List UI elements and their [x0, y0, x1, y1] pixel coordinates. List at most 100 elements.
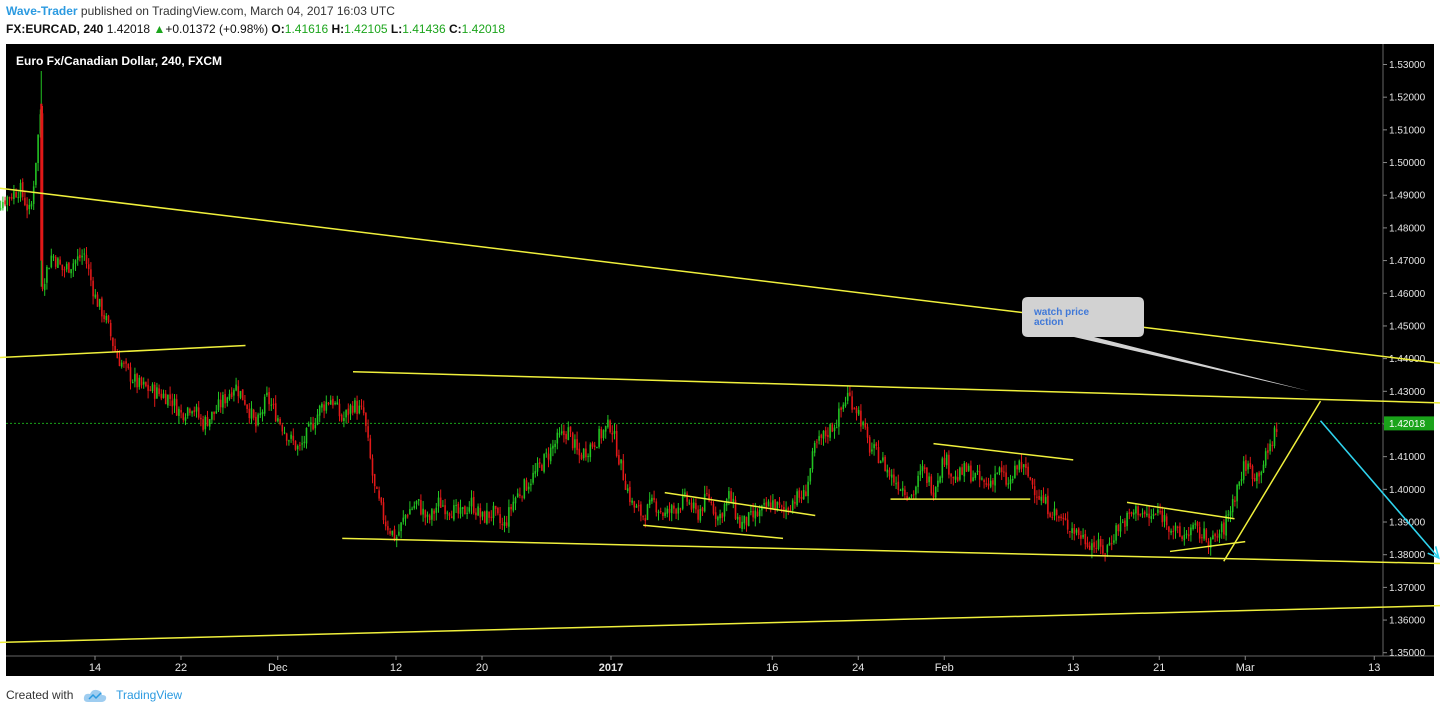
price-axis[interactable]: [1383, 44, 1434, 656]
candle-body: [646, 504, 649, 520]
candle-body: [598, 428, 600, 447]
candle-body: [765, 502, 768, 508]
candle-body: [756, 511, 759, 517]
candle-body: [316, 414, 319, 425]
note-callout[interactable]: watch price action: [1022, 297, 1310, 392]
trendline[interactable]: [0, 600, 1440, 644]
trendline[interactable]: [643, 524, 784, 540]
time-tick-label: 12: [390, 662, 402, 674]
projection-arrows[interactable]: [1319, 74, 1440, 560]
projection-down-line[interactable]: [1319, 420, 1440, 559]
candle-body: [648, 499, 651, 505]
candle-body: [1113, 540, 1115, 543]
trendline[interactable]: [0, 344, 246, 359]
candle-body: [893, 474, 895, 483]
candle-body: [1104, 553, 1106, 555]
candle-body: [1218, 533, 1221, 538]
candle-body: [208, 419, 211, 427]
candle-body: [1044, 497, 1047, 504]
candle-body: [145, 382, 147, 387]
candle-body: [118, 357, 121, 367]
candle-body: [910, 495, 913, 497]
candle-body: [501, 524, 504, 526]
candle-body: [1097, 539, 1100, 549]
price-tick-label: 1.35000: [1389, 648, 1426, 659]
candle-body: [1148, 513, 1150, 519]
candle-body: [446, 512, 449, 514]
price-tick-label: 1.41000: [1389, 452, 1426, 463]
candle-body: [1196, 522, 1199, 527]
candle-body: [538, 462, 541, 464]
note-bubble[interactable]: [1022, 297, 1310, 392]
candle-body: [805, 491, 807, 497]
trendline[interactable]: [342, 537, 1440, 565]
candle-body: [367, 426, 369, 438]
price-tick-label: 1.51000: [1389, 125, 1426, 136]
symbol-label: FX:EURCAD, 240: [6, 22, 104, 36]
trendline[interactable]: [1223, 400, 1322, 562]
candle-body: [230, 392, 233, 398]
note-text-line1: watch price: [1033, 307, 1089, 318]
candle-body: [607, 419, 609, 428]
time-tick-label: 22: [175, 662, 187, 674]
tradingview-link[interactable]: TradingView: [116, 688, 183, 702]
candle-body: [365, 412, 367, 426]
candle-body: [662, 512, 664, 516]
candle-body: [769, 502, 772, 510]
candle-body: [252, 409, 255, 418]
trendline[interactable]: [664, 491, 816, 517]
price-chart[interactable]: 1.35000 1.36000 1.37000 1.38000 1.39000 1.400…: [0, 44, 1440, 676]
candle-body: [875, 443, 878, 447]
candle-body: [261, 411, 264, 415]
candle-body: [345, 410, 347, 418]
candle-body: [409, 509, 411, 515]
candle-body: [611, 432, 614, 435]
trendline[interactable]: [933, 442, 1074, 461]
candle-body: [494, 505, 497, 509]
candle-body: [1031, 479, 1034, 485]
candle-body: [195, 406, 198, 412]
candle-body: [270, 404, 273, 406]
candle-body: [956, 477, 959, 481]
candle-body: [138, 377, 141, 387]
candle-body: [1150, 516, 1153, 519]
trendline[interactable]: [1126, 501, 1235, 520]
close-label: C:: [448, 22, 462, 36]
candle-body: [224, 394, 226, 404]
time-tick-label: 16: [766, 662, 778, 674]
candle-body: [809, 468, 812, 482]
candle-body: [972, 477, 974, 482]
candle-body: [1009, 479, 1012, 484]
candle-body: [948, 454, 950, 475]
candle-body: [1181, 536, 1183, 539]
author-link[interactable]: Wave-Trader: [6, 4, 78, 18]
candle-body: [1071, 528, 1073, 534]
trendline[interactable]: [1169, 540, 1246, 553]
candle-body: [109, 322, 112, 337]
candle-body: [963, 463, 966, 477]
close-value: 1.42018: [461, 22, 506, 36]
candle-body: [1245, 460, 1247, 471]
candle-body: [59, 259, 61, 265]
candle-body: [1007, 483, 1010, 485]
candle-body: [1185, 533, 1188, 535]
candle-body: [796, 491, 798, 506]
candle-body: [549, 447, 552, 462]
candle-body: [556, 432, 559, 444]
candle-body: [1174, 525, 1177, 531]
candle-body: [30, 203, 33, 207]
candle-body: [48, 268, 50, 270]
candle-body: [272, 403, 275, 405]
trendline[interactable]: [352, 370, 1440, 405]
candle-body: [1055, 509, 1058, 516]
trendlines[interactable]: [0, 185, 1440, 644]
candle-body: [35, 162, 37, 185]
time-axis[interactable]: [6, 656, 1434, 676]
publish-text: published on TradingView.com, March 04, …: [77, 4, 395, 18]
trendline[interactable]: [0, 185, 1440, 388]
candle-body: [325, 401, 328, 411]
candle-body: [323, 404, 325, 411]
candle-body: [901, 488, 904, 491]
candle-body: [596, 447, 598, 449]
candle-body: [767, 501, 770, 507]
